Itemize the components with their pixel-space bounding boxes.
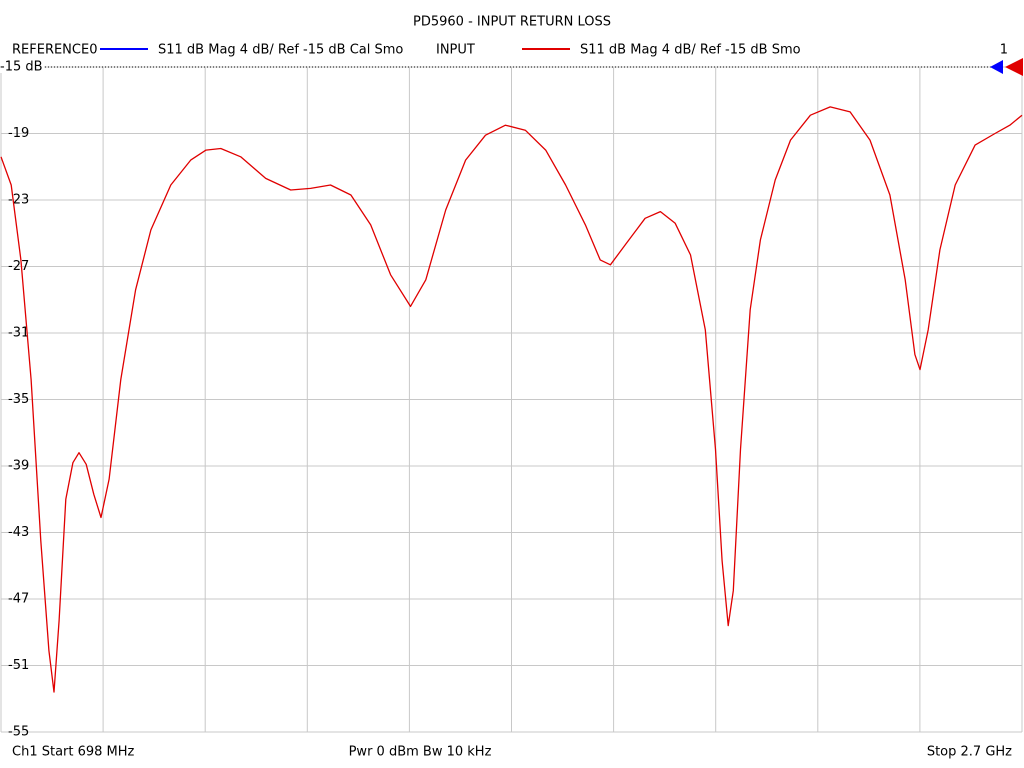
y-tick-label: -39 [8, 459, 29, 474]
y-tick-label: -43 [8, 525, 29, 540]
legend-name: INPUT [436, 43, 475, 58]
chart-title: PD5960 - INPUT RETURN LOSS [413, 15, 611, 30]
footer-start: Ch1 Start 698 MHz [12, 745, 135, 760]
reference-label-bg [0, 59, 44, 73]
y-tick-label: -27 [8, 259, 29, 274]
y-tick-label: -31 [8, 326, 29, 341]
y-tick-label: -19 [8, 126, 29, 141]
y-tick-label: -47 [8, 592, 29, 607]
y-tick-label: -23 [8, 193, 29, 208]
y-tick-label: -55 [8, 725, 29, 740]
legend-label: S11 dB Mag 4 dB/ Ref -15 dB Smo [580, 43, 801, 58]
reference-label: -15 dB [0, 60, 43, 75]
legend-label: S11 dB Mag 4 dB/ Ref -15 dB Cal Smo [158, 43, 403, 58]
footer-stop: Stop 2.7 GHz [927, 745, 1012, 760]
footer-power: Pwr 0 dBm Bw 10 kHz [349, 745, 492, 760]
reference-arrow [1005, 58, 1023, 76]
reference-arrow [990, 60, 1003, 74]
y-tick-label: -35 [8, 392, 29, 407]
trace-line [0, 106, 1023, 693]
y-tick-label: -51 [8, 658, 29, 673]
legend-name: REFERENCE0 [12, 43, 97, 58]
channel-marker: 1 [1000, 43, 1008, 58]
